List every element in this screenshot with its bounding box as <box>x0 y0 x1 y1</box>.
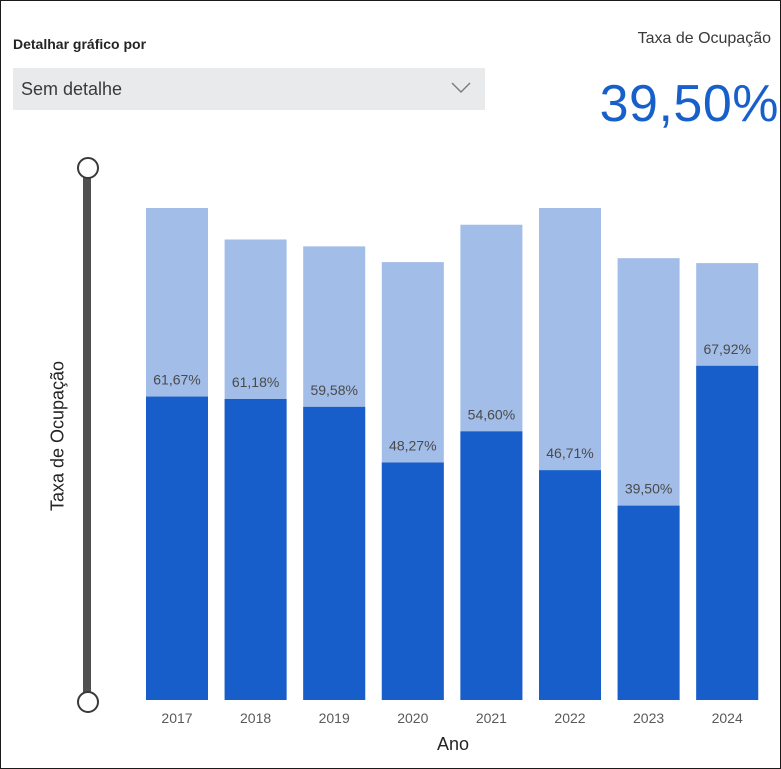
bar-occupancy-2024[interactable] <box>696 365 759 700</box>
x-tick-label-2021: 2021 <box>476 710 507 726</box>
data-label-2023: 39,50% <box>625 481 672 497</box>
range-slider-track[interactable] <box>83 176 91 700</box>
data-label-2021: 54,60% <box>468 406 515 422</box>
x-tick-label-2018: 2018 <box>240 710 271 726</box>
data-label-2017: 61,67% <box>153 372 200 388</box>
data-label-2018: 61,18% <box>232 374 279 390</box>
x-tick-label-2024: 2024 <box>712 710 743 726</box>
detail-dropdown[interactable]: Sem detalhe <box>13 68 485 110</box>
bar-occupancy-2022[interactable] <box>539 470 601 700</box>
chevron-down-icon <box>451 82 471 93</box>
data-label-2022: 46,71% <box>546 445 593 461</box>
data-label-2019: 59,58% <box>310 382 357 398</box>
dropdown-selected-value: Sem detalhe <box>21 79 123 99</box>
x-tick-label-2022: 2022 <box>554 710 585 726</box>
bar-occupancy-2018[interactable] <box>224 398 287 700</box>
x-axis-title: Ano <box>436 734 470 754</box>
bar-occupancy-2021[interactable] <box>460 431 523 700</box>
x-tick-label-2019: 2019 <box>319 710 350 726</box>
bar-occupancy-2020[interactable] <box>381 462 444 700</box>
slider-handle-bottom[interactable] <box>77 691 99 713</box>
x-tick-label-2017: 2017 <box>161 710 192 726</box>
bar-occupancy-2017[interactable] <box>146 396 208 700</box>
x-tick-label-2023: 2023 <box>633 710 664 726</box>
kpi-value: 39,50% <box>599 75 779 133</box>
bar-occupancy-2019[interactable] <box>303 406 366 700</box>
kpi-title: Taxa de Ocupação <box>637 30 771 47</box>
x-tick-label-2020: 2020 <box>397 710 428 726</box>
data-label-2024: 67,92% <box>703 341 750 357</box>
data-label-2020: 48,27% <box>389 438 436 454</box>
filter-label: Detalhar gráfico por <box>13 36 147 52</box>
bar-occupancy-2023[interactable] <box>617 505 680 700</box>
slider-handle-top[interactable] <box>77 157 99 179</box>
